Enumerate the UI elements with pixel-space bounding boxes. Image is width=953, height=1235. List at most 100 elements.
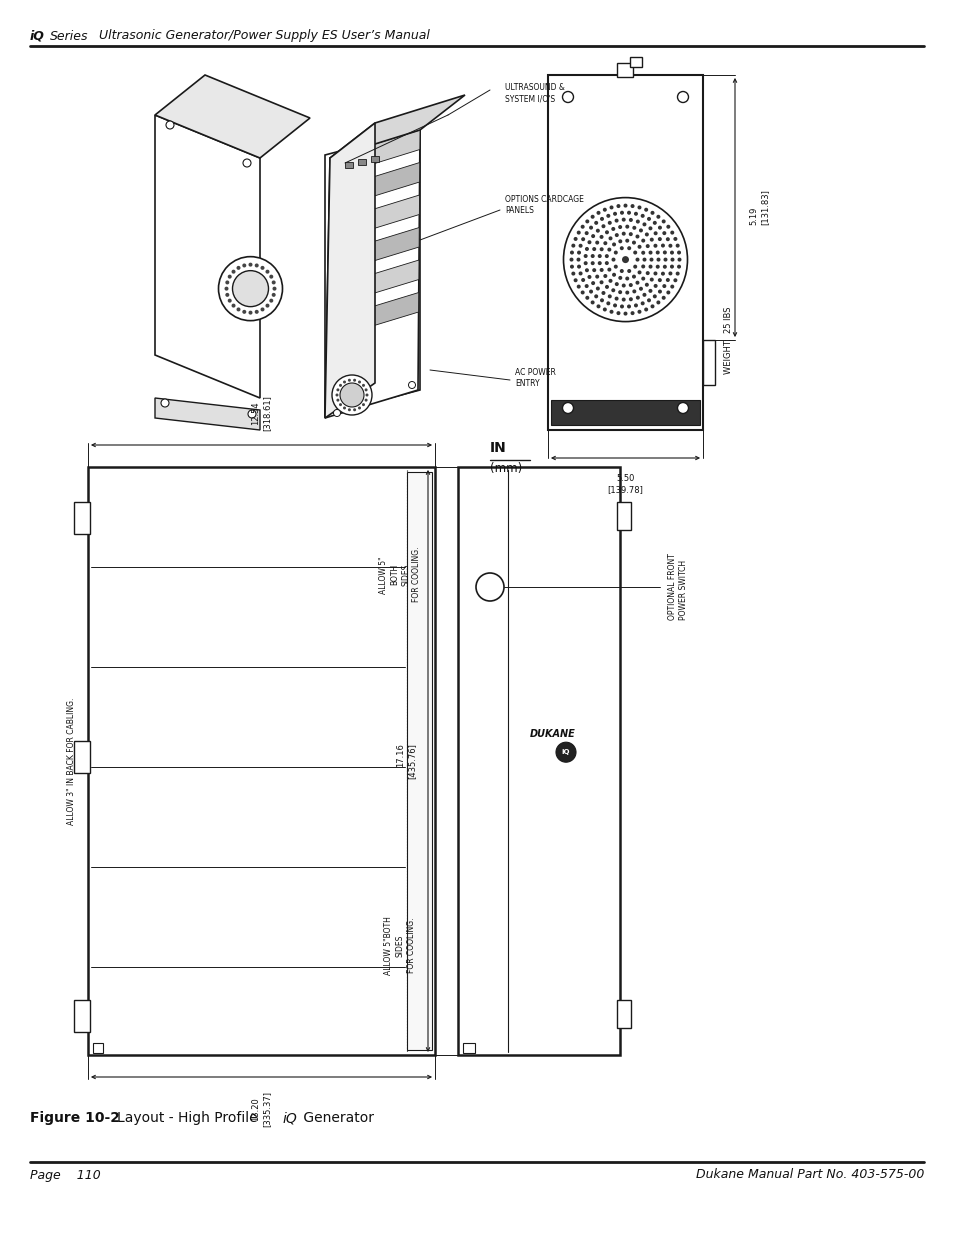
Circle shape bbox=[630, 311, 634, 315]
Circle shape bbox=[571, 272, 575, 275]
Circle shape bbox=[571, 243, 575, 248]
Circle shape bbox=[584, 231, 588, 235]
Circle shape bbox=[248, 410, 255, 417]
Circle shape bbox=[604, 230, 608, 235]
Circle shape bbox=[556, 742, 576, 762]
Circle shape bbox=[353, 379, 355, 382]
Circle shape bbox=[641, 258, 646, 262]
Circle shape bbox=[624, 277, 629, 280]
Circle shape bbox=[598, 261, 601, 266]
Circle shape bbox=[364, 388, 367, 391]
Circle shape bbox=[580, 225, 584, 228]
Circle shape bbox=[609, 310, 613, 314]
Circle shape bbox=[624, 238, 629, 243]
Polygon shape bbox=[325, 130, 419, 417]
Circle shape bbox=[236, 266, 240, 270]
Circle shape bbox=[613, 211, 617, 216]
Circle shape bbox=[614, 233, 618, 237]
Circle shape bbox=[578, 272, 582, 275]
Bar bbox=[617, 1000, 630, 1028]
Circle shape bbox=[633, 264, 637, 269]
Circle shape bbox=[365, 394, 368, 396]
Circle shape bbox=[242, 310, 246, 314]
Circle shape bbox=[648, 289, 652, 293]
Circle shape bbox=[658, 226, 661, 230]
Circle shape bbox=[600, 291, 605, 295]
Circle shape bbox=[621, 284, 625, 288]
Circle shape bbox=[269, 299, 273, 303]
Circle shape bbox=[599, 247, 603, 251]
Circle shape bbox=[604, 285, 608, 289]
Circle shape bbox=[635, 280, 639, 285]
Bar bbox=[547, 75, 702, 430]
Circle shape bbox=[636, 295, 639, 300]
Circle shape bbox=[649, 258, 653, 262]
Circle shape bbox=[353, 409, 355, 411]
Circle shape bbox=[619, 246, 623, 251]
Circle shape bbox=[614, 282, 618, 287]
Circle shape bbox=[612, 242, 616, 247]
Circle shape bbox=[665, 290, 670, 294]
Circle shape bbox=[332, 375, 372, 415]
Circle shape bbox=[585, 296, 589, 300]
Circle shape bbox=[602, 207, 606, 211]
Circle shape bbox=[675, 272, 679, 275]
Circle shape bbox=[260, 308, 264, 311]
Circle shape bbox=[640, 277, 644, 280]
Circle shape bbox=[646, 217, 650, 221]
Circle shape bbox=[590, 215, 594, 219]
Circle shape bbox=[616, 204, 619, 207]
Circle shape bbox=[658, 237, 661, 241]
Circle shape bbox=[607, 294, 611, 299]
Circle shape bbox=[649, 237, 653, 242]
Bar bbox=[74, 1000, 90, 1032]
Circle shape bbox=[607, 221, 611, 225]
Circle shape bbox=[613, 251, 618, 254]
Circle shape bbox=[660, 272, 664, 275]
Bar bbox=[617, 63, 633, 77]
Circle shape bbox=[600, 225, 605, 228]
Circle shape bbox=[619, 269, 623, 273]
Circle shape bbox=[661, 220, 665, 224]
Circle shape bbox=[656, 300, 659, 305]
Circle shape bbox=[585, 220, 589, 224]
Circle shape bbox=[584, 247, 588, 251]
Circle shape bbox=[614, 296, 618, 300]
Bar bbox=[551, 400, 700, 425]
Text: iQ: iQ bbox=[30, 30, 45, 42]
Circle shape bbox=[665, 225, 670, 228]
Circle shape bbox=[588, 289, 593, 294]
Circle shape bbox=[592, 247, 596, 251]
Circle shape bbox=[595, 241, 598, 245]
Circle shape bbox=[669, 251, 673, 254]
Circle shape bbox=[606, 214, 610, 217]
Polygon shape bbox=[325, 130, 419, 415]
Circle shape bbox=[254, 310, 258, 314]
Circle shape bbox=[637, 270, 640, 274]
Circle shape bbox=[591, 235, 595, 238]
Circle shape bbox=[652, 294, 656, 299]
Circle shape bbox=[631, 241, 636, 245]
Circle shape bbox=[583, 261, 587, 266]
Circle shape bbox=[569, 264, 574, 269]
Text: ALLOW 5"BOTH
SIDES
FOR COOLING.: ALLOW 5"BOTH SIDES FOR COOLING. bbox=[384, 916, 416, 974]
Circle shape bbox=[361, 403, 365, 406]
Circle shape bbox=[265, 269, 269, 274]
Circle shape bbox=[661, 231, 665, 235]
Circle shape bbox=[598, 254, 601, 258]
Circle shape bbox=[254, 263, 258, 268]
Circle shape bbox=[563, 198, 687, 321]
Circle shape bbox=[598, 235, 603, 238]
Circle shape bbox=[626, 305, 630, 309]
Circle shape bbox=[650, 304, 654, 309]
Circle shape bbox=[628, 232, 632, 236]
Text: AC POWER
ENTRY: AC POWER ENTRY bbox=[515, 368, 556, 388]
Circle shape bbox=[348, 379, 351, 382]
Polygon shape bbox=[328, 195, 419, 242]
Circle shape bbox=[596, 228, 599, 232]
Circle shape bbox=[166, 121, 173, 128]
Circle shape bbox=[225, 280, 229, 284]
Circle shape bbox=[632, 226, 636, 230]
Circle shape bbox=[677, 251, 680, 254]
Circle shape bbox=[661, 284, 665, 288]
